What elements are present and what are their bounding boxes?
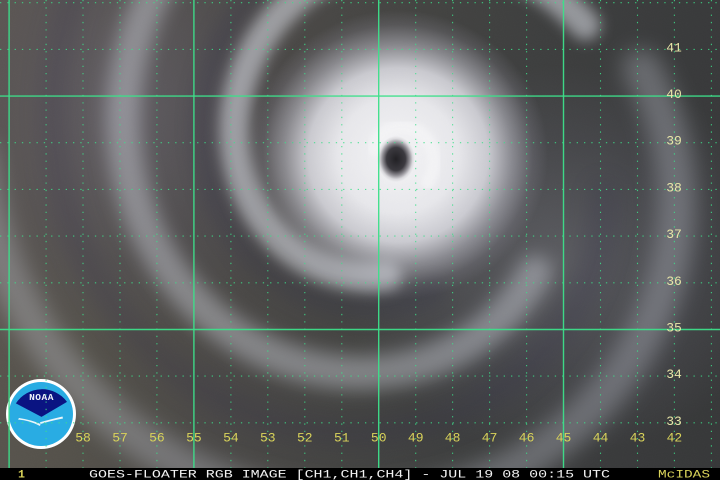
svg-text:GOES-FLOATER RGB IMAGE [CH1,CH: GOES-FLOATER RGB IMAGE [CH1,CH1,CH4] - J…: [89, 470, 611, 480]
svg-text:McIDAS: McIDAS: [658, 470, 711, 480]
svg-text:1: 1: [18, 470, 25, 480]
